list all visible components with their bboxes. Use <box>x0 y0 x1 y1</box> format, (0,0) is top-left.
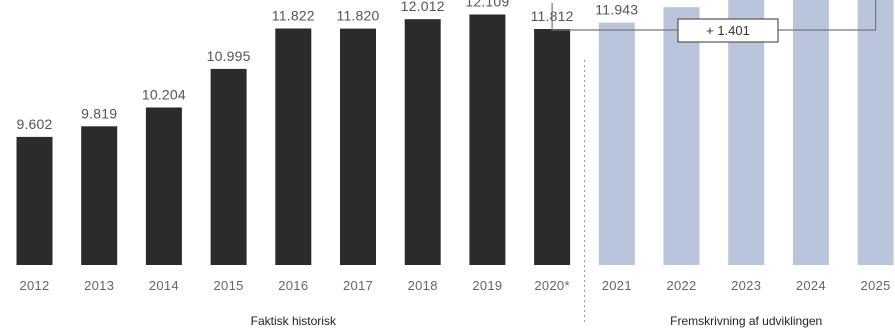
bar-2025 <box>857 0 894 265</box>
x-tick-2021: 2021 <box>602 278 632 293</box>
bars-group <box>16 0 894 266</box>
x-tick-2023: 2023 <box>731 278 761 293</box>
bar-2022 <box>663 7 700 265</box>
value-label-2022: 12.257 <box>659 0 703 2</box>
x-tick-2019: 2019 <box>472 278 502 293</box>
annotation-delta-label: + 1.401 <box>706 23 750 38</box>
value-labels-group: 9.602 9.819 10.204 10.995 11.822 11.820 12.012… <box>16 0 703 132</box>
bar-2024 <box>792 0 829 266</box>
annotation-box <box>677 18 779 43</box>
historical-section-label: Faktisk historisk <box>251 314 337 328</box>
value-label-2018: 12.012 <box>401 0 445 14</box>
value-label-2016: 11.822 <box>272 8 315 24</box>
x-tick-2024: 2024 <box>796 278 826 293</box>
value-label-2014: 10.204 <box>142 87 186 103</box>
value-label-2013: 9.819 <box>81 105 117 121</box>
value-label-2015: 10.995 <box>207 48 251 64</box>
x-tick-2020: 2020* <box>534 278 569 293</box>
x-tick-2016: 2016 <box>278 278 308 293</box>
x-tick-2014: 2014 <box>149 278 179 293</box>
bar-2015 <box>210 68 247 266</box>
value-label-2017: 11.820 <box>337 8 380 24</box>
annotation-right-connector <box>778 0 877 31</box>
value-label-2019: 12.109 <box>465 0 509 10</box>
annotation-left-connector <box>551 2 678 31</box>
bar-2019 <box>469 14 506 265</box>
x-tick-2015: 2015 <box>214 278 244 293</box>
value-label-2012: 9.602 <box>16 116 52 132</box>
bar-2023 <box>728 0 765 266</box>
x-tick-2017: 2017 <box>343 278 373 293</box>
bar-2012 <box>16 136 53 265</box>
projection-section-label: Fremskrivning af udviklingen <box>670 314 822 328</box>
x-tick-2022: 2022 <box>666 278 696 293</box>
bar-2016 <box>275 28 312 265</box>
bar-2014 <box>145 107 182 265</box>
x-tick-2018: 2018 <box>408 278 438 293</box>
x-tick-2012: 2012 <box>19 278 49 293</box>
bar-2020 <box>534 29 571 265</box>
bar-2017 <box>340 28 376 265</box>
x-tick-labels-group: 2012 2013 2014 2015 2016 2017 2018 2019 2020* 202… <box>19 278 890 293</box>
x-tick-2013: 2013 <box>84 278 114 293</box>
bar-2018 <box>404 19 441 266</box>
value-label-2021: 11.943 <box>595 2 638 18</box>
delta-annotation: + 1.401 <box>551 0 877 43</box>
bar-2021 <box>598 22 635 265</box>
x-tick-2025: 2025 <box>861 278 891 293</box>
bar-2013 <box>81 126 118 265</box>
